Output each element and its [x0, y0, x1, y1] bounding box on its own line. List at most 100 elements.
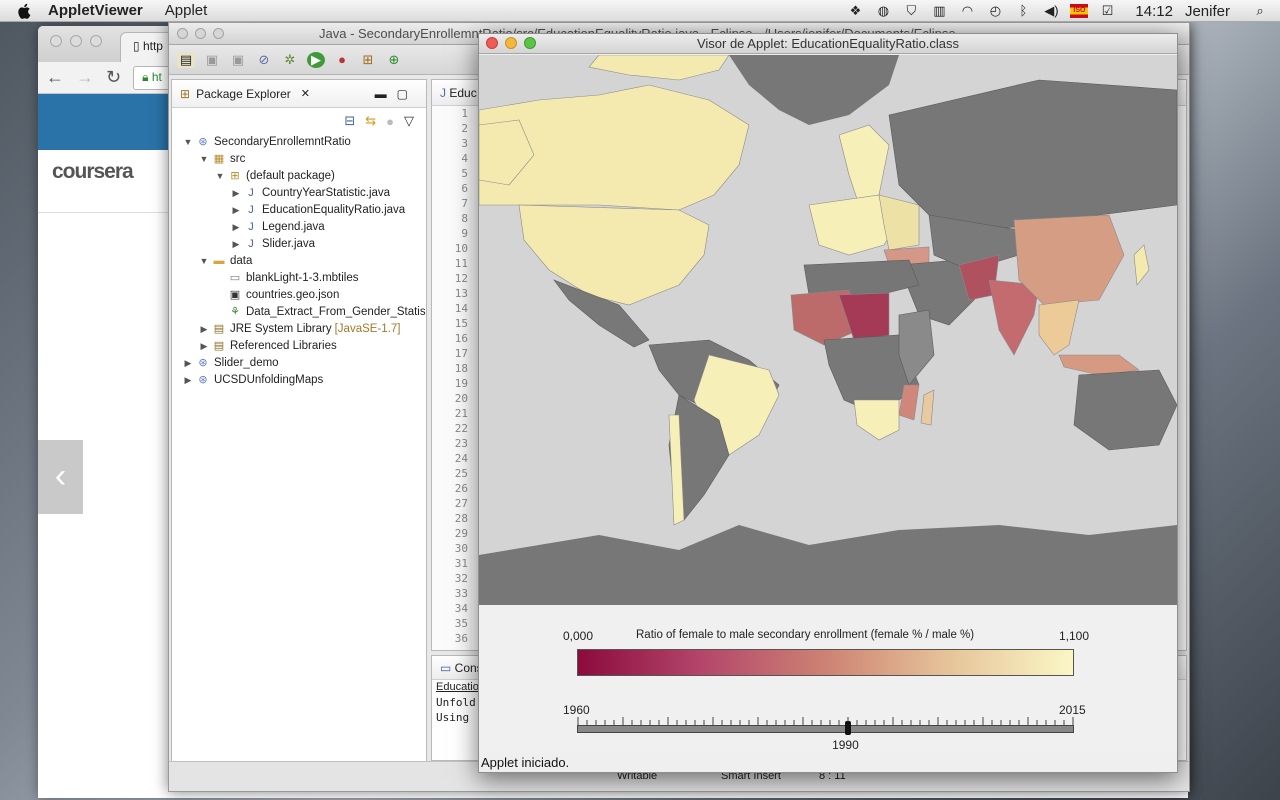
expand-triangle-right-icon[interactable]: ▶ — [200, 324, 208, 334]
zoom-button[interactable] — [524, 37, 536, 49]
applet-window-controls — [486, 37, 536, 49]
expand-triangle-down-icon[interactable]: ▼ — [215, 171, 225, 181]
tree-item[interactable]: ▼ ⊞ (default package) — [172, 168, 426, 185]
carousel-prev-button[interactable]: ‹ — [38, 440, 83, 514]
shield-icon[interactable]: ⛉ — [906, 3, 917, 18]
minimize-button[interactable] — [70, 35, 82, 47]
line-number: 34 — [454, 602, 468, 615]
close-icon[interactable]: ✕ — [300, 88, 310, 100]
tree-item[interactable]: ▶ J EducationEqualityRatio.java — [172, 202, 426, 219]
zoom-button[interactable] — [213, 28, 224, 39]
zoom-button[interactable] — [90, 35, 102, 47]
time-machine-icon[interactable]: ◴ — [989, 3, 1002, 18]
run-icon[interactable]: ▶ — [307, 51, 325, 68]
screen-icon[interactable]: ☑ — [1101, 3, 1114, 18]
save-icon[interactable]: ▣ — [205, 51, 219, 67]
world-map[interactable] — [479, 55, 1177, 605]
slider-end-label: 2015 — [1059, 703, 1086, 717]
wifi-icon[interactable]: ◠ — [961, 3, 974, 18]
reload-icon[interactable]: ↻ — [106, 67, 122, 87]
clock[interactable]: 14:12 — [1135, 2, 1173, 20]
toggle-breakpoint-icon[interactable]: ⊘ — [258, 51, 270, 67]
menu-applet[interactable]: Applet — [164, 2, 208, 19]
slider-track[interactable] — [577, 725, 1074, 733]
dropbox-icon[interactable]: ❖ — [849, 3, 862, 18]
tree-item[interactable]: ▶ J CountryYearStatistic.java — [172, 185, 426, 202]
tree-item[interactable]: ▶ ▤ JRE System Library [JavaSE-1.7] — [172, 321, 426, 338]
java-file-icon: J — [248, 187, 254, 199]
tree-item-label: Slider.java — [262, 238, 316, 250]
world-map-canvas[interactable] — [479, 55, 1177, 605]
new-java-package-icon[interactable]: ⊞ — [362, 51, 374, 67]
minimize-button[interactable] — [505, 37, 517, 49]
link-with-editor-icon[interactable]: ⇆ — [365, 113, 377, 128]
apple-icon[interactable] — [16, 2, 34, 20]
tree-item[interactable]: ▼ ⊛ SecondaryEnrollemntRatio — [172, 134, 426, 151]
year-slider[interactable] — [577, 715, 1074, 735]
expand-triangle-down-icon[interactable]: ▼ — [199, 154, 209, 164]
page-body: coursera ‹ — [38, 150, 1188, 764]
minimize-view-icon[interactable]: ▬ — [374, 86, 397, 101]
new-java-class-icon[interactable]: ⊕ — [388, 51, 400, 67]
tree-item[interactable]: ▶ ⊛ Slider_demo — [172, 355, 426, 372]
map-region-mozambique — [898, 384, 920, 421]
close-button[interactable] — [486, 37, 498, 49]
line-number: 10 — [454, 242, 468, 255]
expand-triangle-right-icon[interactable]: ▶ — [232, 222, 240, 232]
close-button[interactable] — [177, 28, 188, 39]
maximize-view-icon[interactable]: ▢ — [396, 86, 418, 101]
filter-icon[interactable]: ● — [386, 113, 394, 129]
user-name[interactable]: Jenifer — [1184, 2, 1230, 20]
input-flag-icon[interactable]: ISO — [1070, 4, 1089, 18]
sync-icon[interactable]: ◍ — [877, 3, 890, 18]
tree-item[interactable]: ▶ J Slider.java — [172, 236, 426, 253]
close-button[interactable] — [50, 35, 62, 47]
expand-triangle-right-icon[interactable]: ▶ — [232, 239, 240, 249]
external-tools-icon[interactable]: ● — [338, 51, 346, 67]
debug-icon[interactable]: ✲ — [284, 51, 296, 67]
tree-item[interactable]: ▶ ▤ Referenced Libraries — [172, 338, 426, 355]
save-all-icon[interactable]: ▣ — [231, 51, 245, 67]
expand-triangle-right-icon[interactable]: ▶ — [200, 341, 208, 351]
tree-item[interactable]: ▭ blankLight-1-3.mbtiles — [172, 270, 426, 287]
line-number: 20 — [454, 392, 468, 405]
line-number: 19 — [454, 377, 468, 390]
tree-item[interactable]: ▶ ⊛ UCSDUnfoldingMaps — [172, 372, 426, 389]
tree-item[interactable]: ▶ J Legend.java — [172, 219, 426, 236]
package-explorer: ⊞ Package Explorer ✕ ▬▢ ⊟ ⇆ ● ▽ ▼ ⊛ Second… — [171, 79, 427, 785]
app-menu-title[interactable]: AppletViewer — [48, 2, 143, 19]
editor-tab-label: Educ — [449, 86, 477, 100]
expand-triangle-right-icon[interactable]: ▶ — [184, 375, 192, 385]
back-icon[interactable]: ← — [46, 67, 64, 87]
volume-icon[interactable]: ◀) — [1044, 3, 1059, 18]
tree-item[interactable]: ▼ ▦ src — [172, 151, 426, 168]
collapse-all-icon[interactable]: ⊟ — [344, 113, 356, 128]
new-icon[interactable]: ▤ — [177, 51, 195, 68]
tree-item[interactable]: ▣ countries.geo.json — [172, 287, 426, 304]
expand-triangle-right-icon[interactable]: ▶ — [232, 188, 240, 198]
map-region-usa — [518, 204, 710, 306]
expand-triangle-down-icon[interactable]: ▼ — [199, 256, 209, 266]
slider-handle[interactable] — [845, 721, 852, 735]
battery-icon[interactable]: ▥ — [933, 3, 946, 18]
coursera-logo[interactable]: coursera — [52, 160, 134, 183]
line-number: 2 — [461, 122, 468, 135]
tree-item[interactable]: ▼ ▬ data — [172, 253, 426, 270]
file-icon: ▭ — [229, 272, 241, 284]
expand-triangle-right-icon[interactable]: ▶ — [184, 358, 192, 368]
forward-icon[interactable]: → — [76, 67, 94, 87]
map-region-mexico — [553, 279, 650, 348]
search-icon[interactable]: ⌕ — [1256, 3, 1264, 18]
page-icon: ▯ — [133, 39, 143, 53]
map-region-east-africa — [898, 309, 935, 386]
expand-triangle-down-icon[interactable]: ▼ — [183, 137, 193, 147]
package-explorer-tab[interactable]: ⊞ Package Explorer ✕ ▬▢ — [172, 80, 426, 108]
expand-triangle-right-icon[interactable]: ▶ — [232, 205, 240, 215]
minimize-button[interactable] — [195, 28, 206, 39]
view-menu-icon[interactable]: ▽ — [404, 113, 414, 128]
line-number: 7 — [461, 197, 468, 210]
bluetooth-icon[interactable]: ᛒ — [1019, 3, 1028, 18]
map-legend: 0,000 Ratio of female to male secondary … — [479, 605, 1177, 755]
tree-item[interactable]: ⚘ Data_Extract_From_Gender_Statis — [172, 304, 426, 321]
tree-item-label: (default package) — [246, 170, 335, 182]
